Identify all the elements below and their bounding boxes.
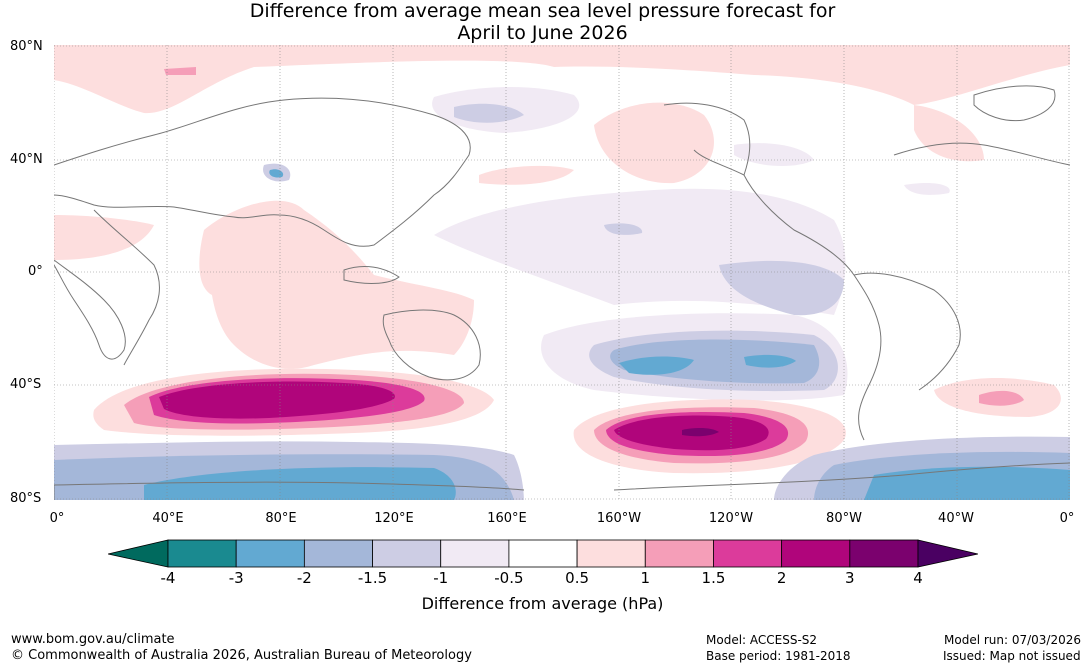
indian-ocean-anomaly-area bbox=[54, 163, 475, 369]
legend-bin bbox=[576, 539, 646, 568]
legend-tick-label: 4 bbox=[913, 569, 923, 587]
lon-label-40w: 40°W bbox=[938, 511, 974, 526]
legend-bin bbox=[849, 539, 919, 568]
lon-label-120w: 120°W bbox=[708, 511, 754, 526]
footer-copyright: © Commonwealth of Australia 2026, Austra… bbox=[11, 648, 472, 663]
legend-extend-low bbox=[108, 539, 169, 568]
legend-tick-label: -4 bbox=[160, 569, 176, 587]
footer-base-period: Base period: 1981-2018 bbox=[706, 649, 851, 663]
legend-tick-label: -1.5 bbox=[357, 569, 388, 587]
arctic-anomaly-area bbox=[54, 45, 1070, 162]
legend-tick-label: 2 bbox=[776, 569, 787, 587]
lon-label-120e: 120°E bbox=[374, 511, 414, 526]
legend-label: Difference from average (hPa) bbox=[421, 594, 664, 613]
antarctic-anomaly-area bbox=[54, 436, 1070, 500]
south-pacific-negative-area bbox=[541, 313, 848, 401]
legend-tick-label: 0.5 bbox=[565, 569, 590, 587]
southern-indian-ocean-high bbox=[93, 368, 494, 436]
legend-bin bbox=[713, 539, 783, 568]
lon-label-40e: 40°E bbox=[152, 511, 184, 526]
lat-label-40s: 40°S bbox=[10, 377, 42, 392]
coastlines bbox=[54, 85, 1070, 500]
lon-label-80w: 80°W bbox=[826, 511, 862, 526]
pressure-anomaly-map bbox=[54, 45, 1070, 500]
map-title-line1: Difference from average mean sea level p… bbox=[249, 0, 836, 22]
map-title: Difference from average mean sea level p… bbox=[0, 0, 1085, 44]
legend-bin bbox=[644, 539, 714, 568]
north-pacific-anomaly-area bbox=[479, 102, 950, 195]
legend-bin bbox=[303, 539, 373, 568]
lon-label-80e: 80°E bbox=[265, 511, 297, 526]
legend-tick-label: 1 bbox=[640, 569, 651, 587]
legend-extend-high bbox=[917, 539, 978, 568]
footer-model: Model: ACCESS-S2 bbox=[706, 633, 818, 647]
legend-tick-label: -1 bbox=[433, 569, 449, 587]
legend-tick-label: -2 bbox=[296, 569, 312, 587]
legend-tick-label: -3 bbox=[228, 569, 244, 587]
lat-label-80n: 80°N bbox=[10, 39, 43, 54]
legend-tick-label: -0.5 bbox=[494, 569, 524, 587]
footer-model-run: Model run: 07/03/2026 bbox=[944, 633, 1082, 647]
legend-tick-label: 1.5 bbox=[701, 569, 726, 587]
legend-colorbar bbox=[108, 539, 978, 568]
footer-url: www.bom.gov.au/climate bbox=[11, 632, 175, 647]
south-atlantic-anomaly-area bbox=[934, 378, 1061, 417]
legend-bin bbox=[508, 539, 578, 568]
lat-label-0: 0° bbox=[28, 264, 43, 279]
legend-bin bbox=[781, 539, 851, 568]
south-pacific-high bbox=[573, 399, 846, 474]
lat-label-40n: 40°N bbox=[10, 152, 43, 167]
lon-label-160w: 160°W bbox=[596, 511, 642, 526]
legend-bin bbox=[235, 539, 305, 568]
map-title-line2: April to June 2026 bbox=[457, 22, 628, 44]
legend-bin bbox=[440, 539, 510, 568]
legend-bin bbox=[167, 539, 237, 568]
lat-label-80s: 80°S bbox=[10, 491, 42, 506]
legend-tick-label: 3 bbox=[845, 569, 855, 587]
lon-label-0-west: 0° bbox=[49, 511, 65, 526]
legend-bin bbox=[372, 539, 442, 568]
tropical-pacific-anomaly-area bbox=[434, 188, 846, 316]
footer-issued: Issued: Map not issued bbox=[943, 649, 1081, 663]
lon-label-0-east: 0° bbox=[1059, 511, 1075, 526]
gridlines bbox=[54, 45, 1070, 500]
lon-label-160e: 160°E bbox=[487, 511, 527, 526]
